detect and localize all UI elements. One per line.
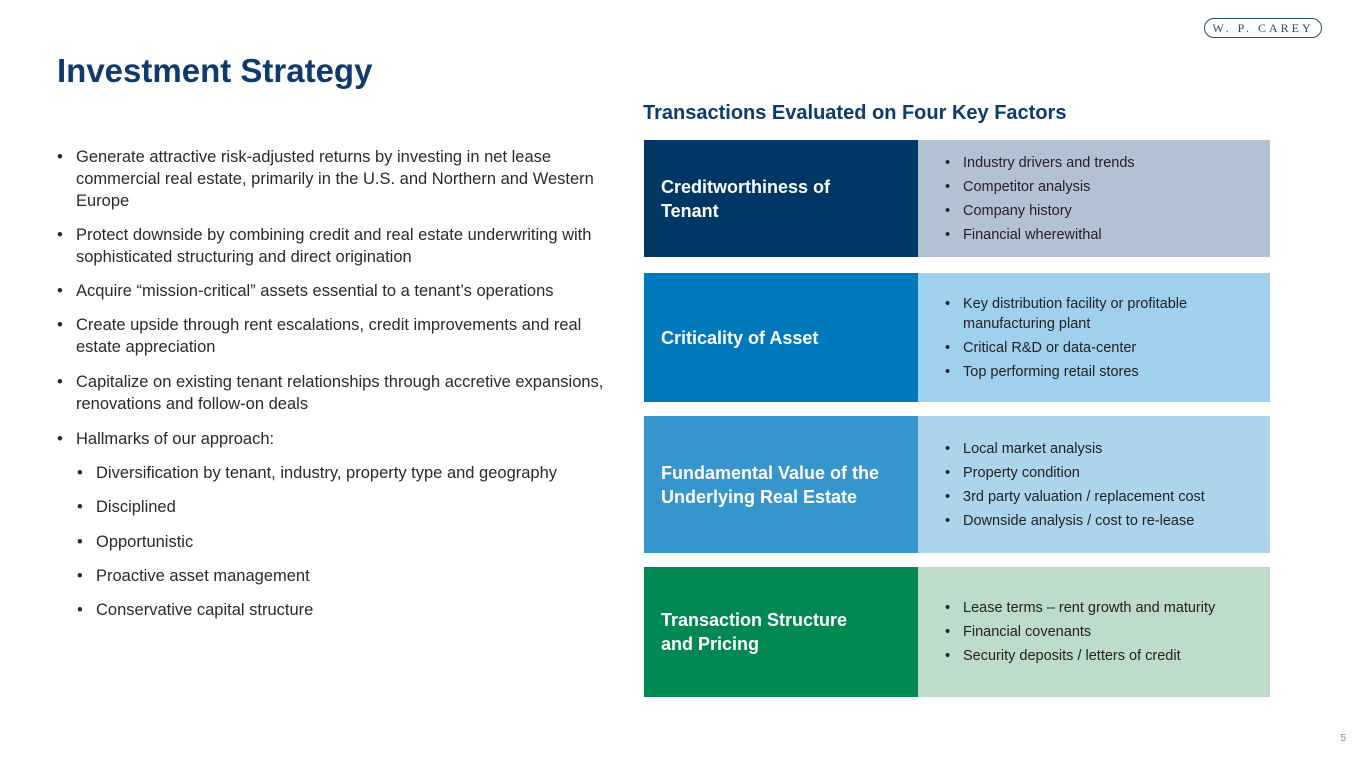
factor-row: Fundamental Value of the Underlying Real… — [644, 416, 1270, 553]
factor-detail-item: Downside analysis / cost to re-lease — [945, 511, 1270, 531]
factor-detail-item: Industry drivers and trends — [945, 153, 1270, 173]
bullet: Generate attractive risk-adjusted return… — [57, 146, 627, 212]
factor-label: Creditworthiness of Tenant — [644, 140, 918, 257]
factor-row: Transaction Structure and PricingLease t… — [644, 567, 1270, 697]
factor-details: Key distribution facility or profitable … — [918, 273, 1270, 402]
factor-detail-item: Security deposits / letters of credit — [945, 646, 1270, 666]
bullet: Acquire “mission-critical” assets essent… — [57, 280, 554, 302]
factor-detail-item: Financial wherewithal — [945, 225, 1270, 245]
factor-detail-item: Lease terms – rent growth and maturity — [945, 598, 1270, 618]
wp-carey-logo: W. P. CAREY — [1204, 18, 1322, 38]
sub-bullet: Conservative capital structure — [77, 599, 313, 621]
bullet: Protect downside by combining credit and… — [57, 224, 627, 268]
factor-detail-item: Competitor analysis — [945, 177, 1270, 197]
sub-bullet: Diversification by tenant, industry, pro… — [77, 462, 557, 484]
sub-bullet: Opportunistic — [77, 531, 193, 553]
factor-detail-item: Property condition — [945, 463, 1270, 483]
section-subtitle: Transactions Evaluated on Four Key Facto… — [643, 102, 1067, 124]
sub-bullet: Disciplined — [77, 496, 176, 518]
factor-details: Industry drivers and trends Competitor an… — [918, 140, 1270, 257]
factor-detail-item: Critical R&D or data-center — [945, 338, 1270, 358]
page-title: Investment Strategy — [57, 52, 373, 89]
bullet: Hallmarks of our approach: — [57, 428, 274, 450]
factor-detail-item: Local market analysis — [945, 439, 1270, 459]
factor-detail-item: Top performing retail stores — [945, 362, 1270, 382]
factor-row: Creditworthiness of TenantIndustry drive… — [644, 140, 1270, 257]
factor-detail-item: 3rd party valuation / replacement cost — [945, 487, 1270, 507]
factor-row: Criticality of Asset Key distribution fac… — [644, 273, 1270, 402]
factor-details: Lease terms – rent growth and maturity Fi… — [918, 567, 1270, 697]
factor-details: Local market analysis Property condition 3… — [918, 416, 1270, 553]
factor-label: Transaction Structure and Pricing — [644, 567, 918, 697]
factor-label: Criticality of Asset — [644, 273, 918, 402]
page-number: 5 — [1340, 733, 1346, 744]
bullet: Create upside through rent escalations, … — [57, 314, 627, 358]
bullet: Capitalize on existing tenant relationsh… — [57, 371, 627, 415]
factor-detail-item: Financial covenants — [945, 622, 1270, 642]
factor-detail-item: Key distribution facility or profitable … — [945, 294, 1270, 334]
factor-detail-item: Company history — [945, 201, 1270, 221]
factor-label: Fundamental Value of the Underlying Real… — [644, 416, 918, 553]
sub-bullet: Proactive asset management — [77, 565, 310, 587]
